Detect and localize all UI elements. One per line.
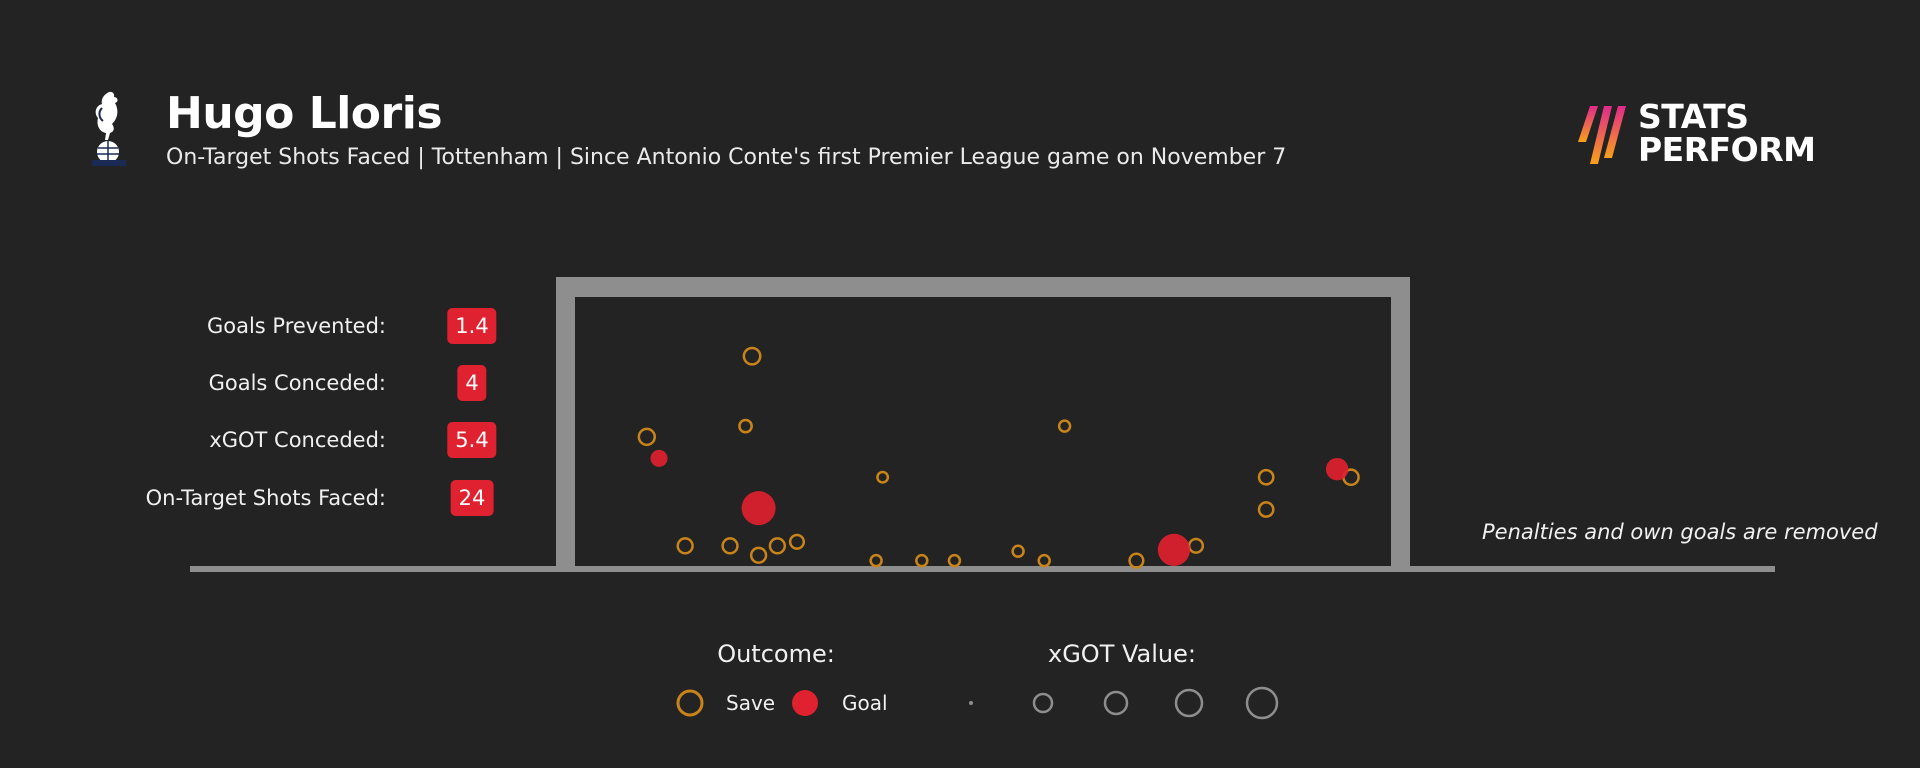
- goals-prevented-label: Goals Prevented:: [206, 314, 386, 338]
- save-shot-point-3: [1057, 419, 1072, 433]
- page-subtitle: On-Target Shots Faced | Tottenham | Sinc…: [166, 145, 1287, 170]
- page-title: Hugo Lloris: [166, 88, 443, 139]
- save-shot-point-9: [788, 533, 806, 550]
- shots-faced-badge: 24: [450, 480, 494, 516]
- save-shot-point-14: [1037, 553, 1051, 568]
- legend-xgot-title: xGOT Value:: [1048, 640, 1196, 668]
- xgot-size-legend: [969, 686, 1279, 720]
- brand-line-1: STATS: [1638, 97, 1749, 136]
- xgot-conceded-label: xGOT Conceded:: [209, 428, 386, 452]
- save-shot-point-15: [1128, 552, 1145, 569]
- brand-wordmark: STATS PERFORM: [1638, 97, 1816, 169]
- save-shot-point-2: [738, 418, 753, 434]
- save-shot-point-10: [869, 553, 883, 568]
- goals-prevented-badge: 1.4: [447, 308, 497, 344]
- legend-outcome-title: Outcome:: [717, 640, 835, 668]
- save-shot-point-12: [947, 553, 962, 568]
- save-shot-point-17: [1257, 468, 1275, 486]
- save-shot-point-4: [876, 470, 890, 484]
- goal-shot-point-2: [1157, 533, 1191, 566]
- xgot-size-marker-1: [1032, 692, 1054, 714]
- goal-shot-point-3: [1325, 457, 1349, 481]
- xgot-size-marker-2: [1103, 690, 1129, 716]
- shot-points-layer: [637, 346, 1360, 569]
- legend-save-marker: [676, 689, 704, 717]
- goal-line: [190, 566, 1775, 572]
- save-shot-point-11: [915, 553, 929, 568]
- save-shot-point-6: [721, 537, 739, 555]
- shots-faced-label: On-Target Shots Faced:: [145, 486, 386, 510]
- xgot-size-marker-4: [1245, 686, 1279, 720]
- save-shot-point-13: [1011, 544, 1025, 558]
- goals-conceded-badge: 4: [457, 365, 487, 401]
- save-shot-point-0: [742, 346, 762, 366]
- brand-line-2: PERFORM: [1638, 130, 1816, 169]
- legend-goal-marker: [792, 690, 818, 716]
- goal-shot-point-0: [650, 449, 668, 467]
- xgot-size-marker-0: [969, 701, 973, 705]
- stats-perform-logo-icon: [1578, 106, 1626, 164]
- goal-shot-point-1: [741, 491, 776, 526]
- legend-goal-label: Goal: [842, 691, 888, 715]
- save-shot-point-7: [749, 546, 768, 564]
- xgot-conceded-badge: 5.4: [447, 422, 497, 458]
- save-shot-point-8: [768, 537, 787, 555]
- footnote: Penalties and own goals are removed: [1482, 520, 1878, 544]
- xgot-size-marker-3: [1174, 688, 1204, 718]
- goals-conceded-label: Goals Conceded:: [208, 371, 386, 395]
- save-shot-point-18: [1257, 501, 1275, 518]
- save-shot-point-5: [676, 537, 694, 555]
- goal-mouth: [575, 297, 1391, 569]
- legend-save-label: Save: [726, 691, 776, 715]
- save-shot-point-1: [637, 427, 657, 447]
- club-crest-icon: [92, 91, 126, 166]
